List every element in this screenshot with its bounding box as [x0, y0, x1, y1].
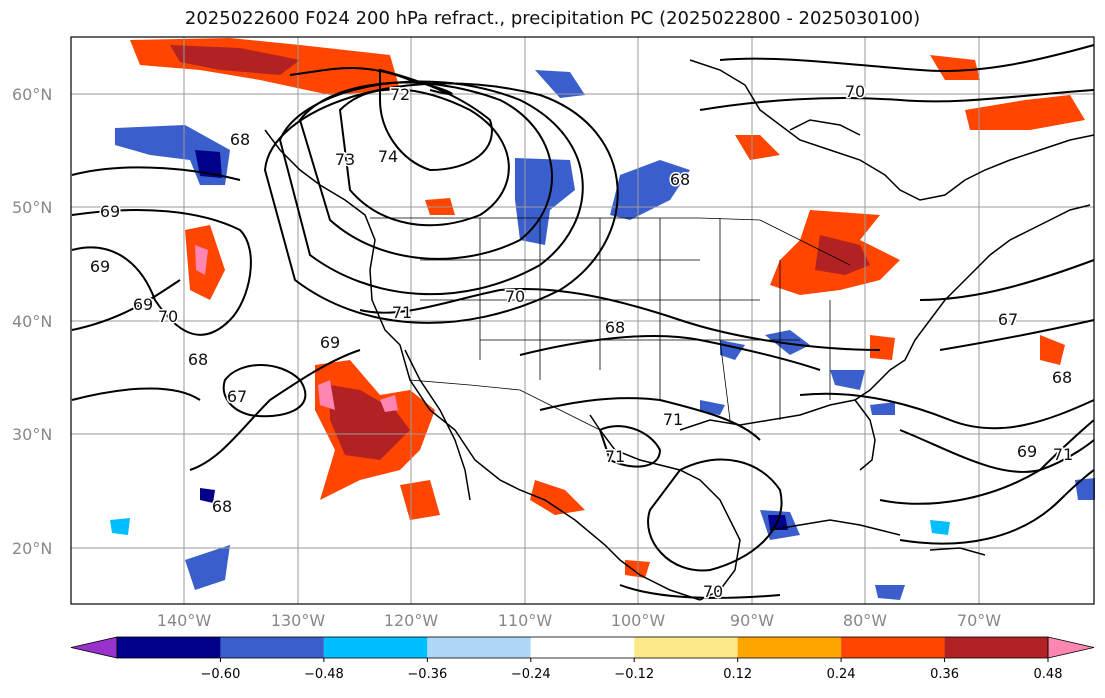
contour-label: 68: [230, 130, 250, 149]
colorbar-swatch: [323, 637, 428, 658]
contour-label: 71: [605, 447, 625, 466]
contour-label: 68: [670, 170, 690, 189]
lon-label-70: 70°W: [957, 611, 1001, 630]
political-borders: [370, 217, 851, 431]
contour-label: 70: [505, 287, 525, 306]
contour-label: 71: [392, 303, 412, 322]
lon-label-100: 100°W: [611, 611, 666, 630]
colorbar-swatch: [634, 637, 738, 658]
refractivity-contours: [71, 44, 1095, 599]
colorbar-tick-label: 0.36: [930, 667, 959, 682]
colorbar-swatch: [944, 637, 1048, 658]
contour-label: 67: [998, 310, 1018, 329]
contour-label: 69: [133, 295, 153, 314]
contour-label: 68: [212, 497, 232, 516]
contour-label: 71: [663, 410, 683, 429]
contour-label: 72: [390, 85, 410, 104]
colorbar-tick-label: −0.12: [614, 667, 654, 682]
contour-label: 68: [1052, 368, 1072, 387]
colorbar-tick-label: −0.60: [201, 667, 241, 682]
lon-label-80: 80°W: [843, 611, 887, 630]
colorbar-extend-high: [1047, 636, 1095, 659]
colorbar-tick-label: 0.24: [827, 667, 856, 682]
contour-label: 70: [845, 82, 865, 101]
contour-label: 70: [703, 582, 723, 601]
colorbar-swatch: [427, 637, 531, 658]
contour-label: 74: [378, 147, 398, 166]
colorbar-swatch: [737, 637, 842, 658]
contour-label: 69: [90, 257, 110, 276]
lon-label-140: 140°W: [157, 611, 212, 630]
colorbar-swatch: [841, 637, 945, 658]
contour-label: 67: [227, 387, 247, 406]
longitude-labels: 140°W 130°W 120°W 110°W 100°W 90°W 80°W …: [157, 611, 1001, 630]
contour-label: 71: [1053, 445, 1073, 464]
colorbar-tick-label: 0.12: [723, 667, 752, 682]
lon-label-120: 120°W: [384, 611, 439, 630]
colorbar-swatch: [220, 637, 324, 658]
lat-label-50: 50°N: [12, 198, 52, 217]
colorbar-tick-label: −0.36: [407, 667, 447, 682]
map-title: 2025022600 F024 200 hPa refract., precip…: [184, 8, 921, 29]
coastlines: [264, 59, 1095, 601]
lon-label-90: 90°W: [730, 611, 774, 630]
colorbar-swatch: [530, 637, 635, 658]
lat-label-40: 40°N: [12, 312, 52, 331]
map-frame: [70, 36, 1095, 605]
contour-label: 69: [1017, 442, 1037, 461]
contour-label: 68: [188, 350, 208, 369]
graticule: [71, 37, 1094, 604]
latitude-labels: 60°N 50°N 40°N 30°N 20°N: [12, 85, 52, 558]
contour-label: 68: [605, 318, 625, 337]
colorbar-swatch: [117, 637, 221, 658]
contour-label: 73: [335, 150, 355, 169]
colorbar-tick-label: 0.48: [1034, 667, 1063, 682]
lon-label-110: 110°W: [498, 611, 553, 630]
lat-label-30: 30°N: [12, 425, 52, 444]
lon-label-130: 130°W: [271, 611, 326, 630]
contour-labels: 72 70 73 74 68 69 69 69 70 71 70 68 69 68 67 68 71 71 70 67…: [88, 81, 1074, 603]
precipitation-shading: [110, 38, 1095, 600]
colorbar-frame: [116, 636, 1049, 659]
contour-label: 70: [158, 307, 178, 326]
colorbar-tick-label: −0.48: [304, 667, 344, 682]
lat-label-20: 20°N: [12, 539, 52, 558]
colorbar: −0.60 −0.48 −0.36 −0.24 −0.12 0.12 0.24 0.36 0.4…: [70, 636, 1095, 682]
colorbar-tick-label: −0.24: [511, 667, 551, 682]
contour-label: 69: [100, 202, 120, 221]
contour-label: 69: [320, 333, 340, 352]
colorbar-extend-low: [70, 636, 118, 659]
lat-label-60: 60°N: [12, 85, 52, 104]
